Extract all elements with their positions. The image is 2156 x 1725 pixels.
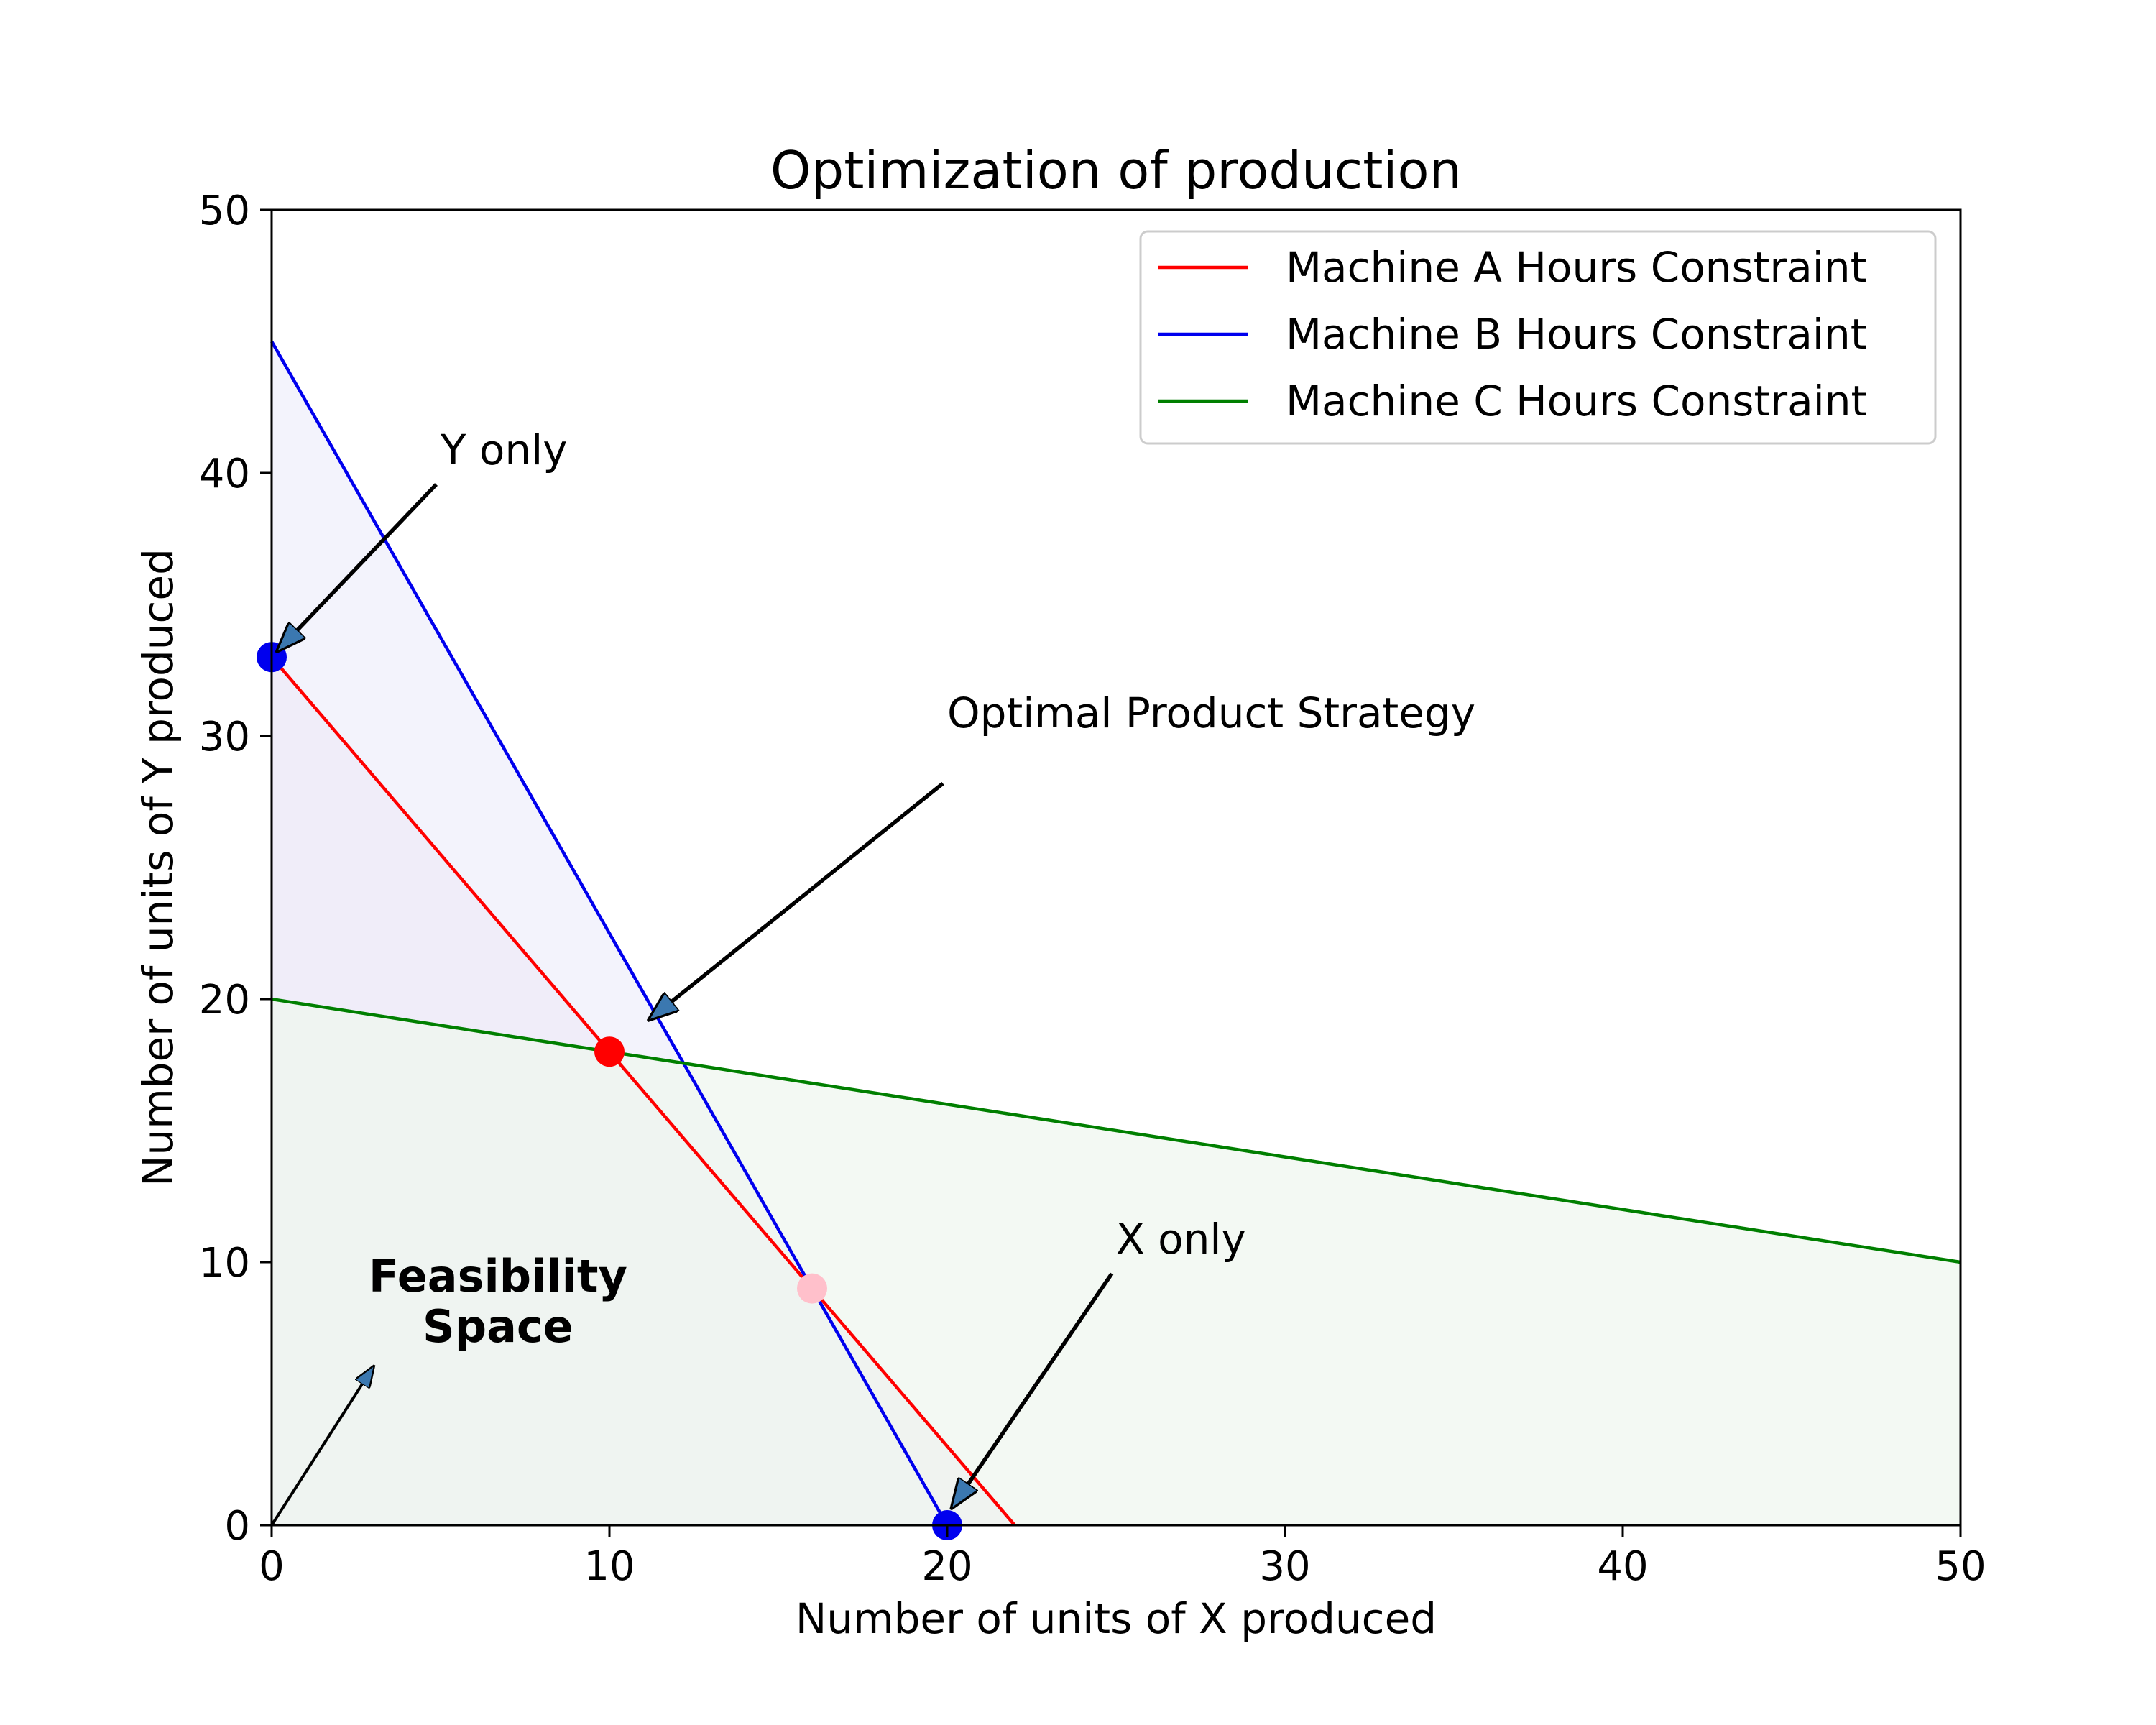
chart-title: Optimization of production [770, 140, 1462, 201]
constraint-line-1 [270, 656, 1016, 1527]
y-tick-label: 0 [224, 1503, 250, 1550]
annotation-arrow-1 [279, 483, 438, 650]
legend-label-1: Machine A Hours Constraint [1286, 243, 1866, 292]
legend-label-3: Machine C Hours Constraint [1286, 377, 1867, 426]
y-tick-label: 40 [199, 451, 250, 497]
axis-ticks: 0 10 20 30 40 50 0 10 20 30 40 50 [199, 188, 1986, 1590]
annotation-feasibility-space: Feasibility Space [369, 1250, 627, 1353]
x-tick-label: 10 [584, 1543, 635, 1590]
annotation-label-3: X only [1116, 1215, 1246, 1264]
plot-frame [270, 208, 1962, 1527]
legend-box [1139, 230, 1937, 445]
x-tick-label: 0 [259, 1543, 285, 1590]
annotation-arrow-3 [953, 1272, 1114, 1506]
annotations: Y only Optimal Product Strategy X only Feas… [270, 426, 1475, 1527]
annotation-label-2: Optimal Product Strategy [947, 689, 1475, 737]
x-tick-label: 30 [1259, 1543, 1310, 1590]
y-tick-label: 20 [199, 977, 250, 1024]
y-tick-label: 50 [199, 188, 250, 234]
annotation-label-1: Y only [440, 426, 568, 474]
x-tick-label: 50 [1935, 1543, 1986, 1590]
legend-label-2: Machine B Hours Constraint [1286, 310, 1867, 359]
constraint-line-3 [271, 997, 1961, 1264]
y-axis-label: Number of units of Y produced [134, 548, 183, 1187]
highlight-point-3 [594, 1036, 625, 1067]
constraint-fill-3 [272, 999, 1961, 1525]
annotation-arrow-2 [650, 781, 944, 1018]
highlight-point-4 [797, 1273, 827, 1304]
y-tick-label: 10 [199, 1240, 250, 1287]
y-tick-label: 30 [199, 714, 250, 760]
x-axis-label: Number of units of X produced [796, 1594, 1437, 1643]
legend: Machine A Hours Constraint Machine B Hour… [1139, 230, 1937, 445]
annotation-arrow-4 [270, 1367, 373, 1527]
x-tick-label: 40 [1597, 1543, 1648, 1590]
x-tick-label: 20 [921, 1543, 972, 1590]
